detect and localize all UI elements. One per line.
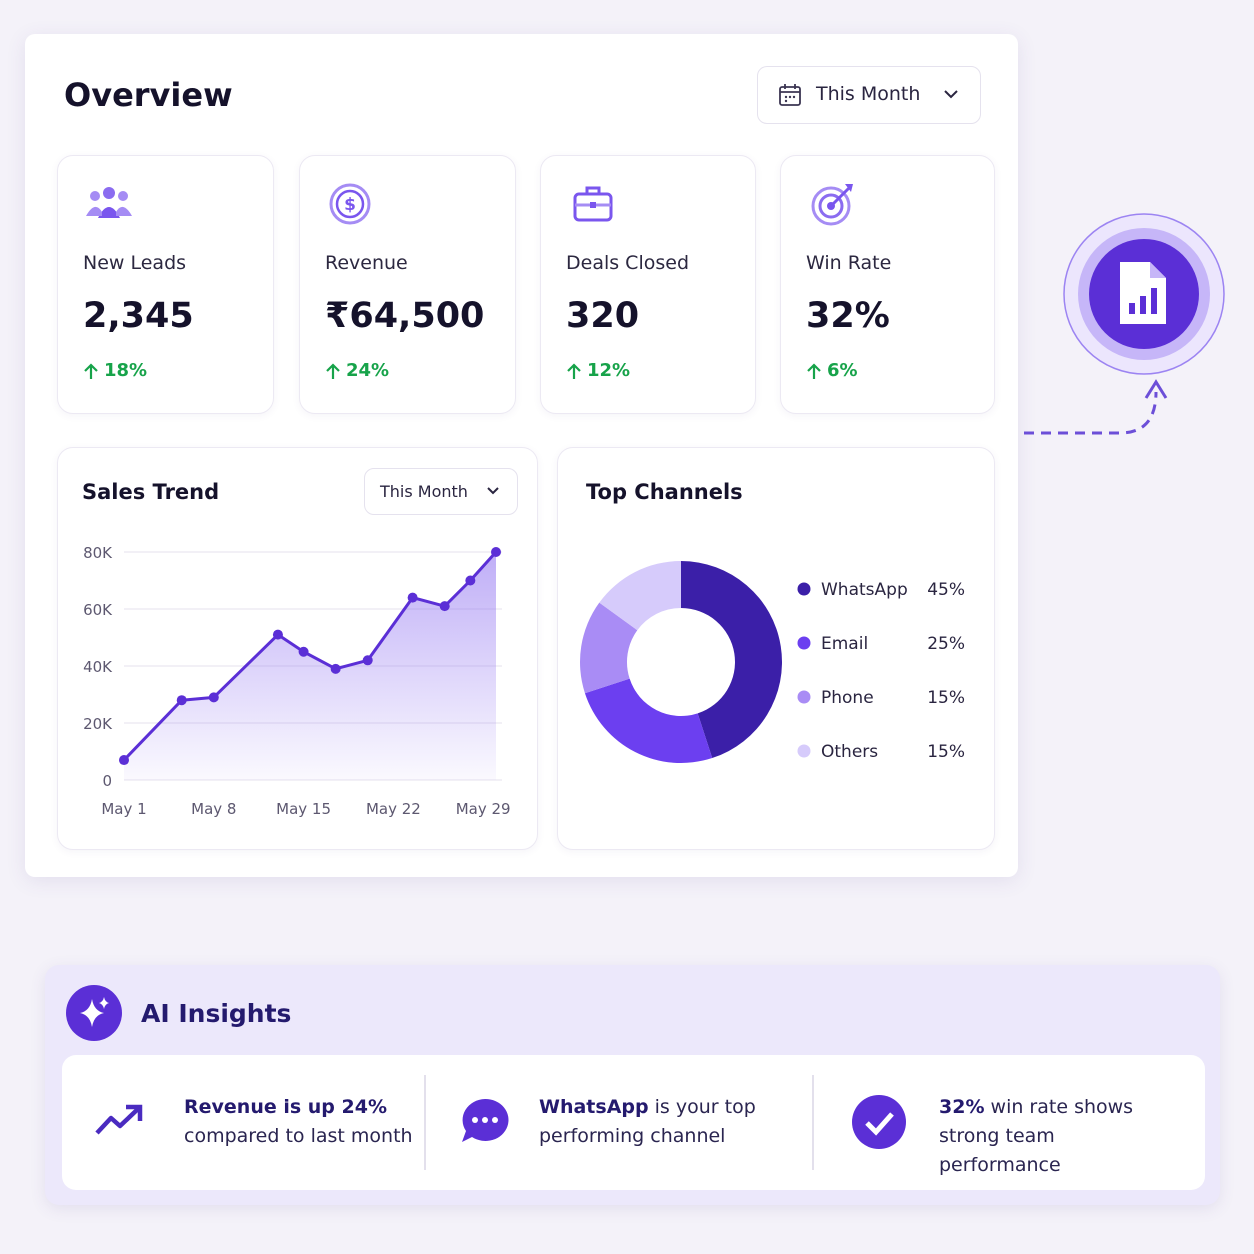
deals-icon bbox=[573, 186, 613, 222]
revenue-icon: $ bbox=[329, 183, 371, 225]
report-icon-bar bbox=[1140, 296, 1146, 314]
report-halo bbox=[1063, 213, 1225, 375]
chart-title: Sales Trend bbox=[82, 480, 220, 504]
up-arrow bbox=[84, 363, 98, 379]
insight: 32% win rate shows strong team performan… bbox=[939, 1093, 1171, 1180]
divider bbox=[424, 1075, 426, 1170]
kpi-value: 320 bbox=[566, 296, 640, 336]
insights-icon bbox=[66, 985, 122, 1041]
channels-card: Top Channels bbox=[557, 447, 995, 850]
kpi-change: 24% bbox=[346, 360, 390, 381]
connector-head bbox=[1144, 379, 1168, 399]
up-arrow bbox=[807, 363, 821, 379]
trend-icon bbox=[95, 1104, 143, 1135]
insight-bold: WhatsApp bbox=[539, 1096, 649, 1118]
range-dropdown[interactable]: This Month bbox=[757, 66, 981, 124]
chat-icon bbox=[462, 1098, 509, 1142]
kpi-change: 6% bbox=[827, 360, 858, 381]
kpi-value: 2,345 bbox=[83, 296, 194, 336]
kpi-change: 12% bbox=[587, 360, 631, 381]
svg-text:$: $ bbox=[344, 195, 356, 215]
insight-text: is your top performing channel bbox=[539, 1096, 756, 1147]
chart-title: Top Channels bbox=[586, 480, 743, 504]
report-ring bbox=[1078, 228, 1210, 360]
up-arrow bbox=[326, 363, 340, 379]
kpi-label: New Leads bbox=[83, 252, 187, 274]
insight-bold: 32% bbox=[939, 1096, 985, 1118]
kpi-value: 32% bbox=[806, 296, 890, 336]
report-icon-bar bbox=[1129, 303, 1135, 314]
kpi-card: Win Rate 32% 6% bbox=[780, 155, 995, 414]
kpi-card: New Leads 2,345 18% bbox=[57, 155, 274, 414]
range-label: This Month bbox=[380, 482, 468, 501]
report-button[interactable] bbox=[1089, 239, 1199, 349]
insight-text: win rate shows strong team performance bbox=[939, 1096, 1134, 1176]
overview-title: Overview bbox=[64, 76, 233, 114]
chevron bbox=[487, 487, 499, 495]
insight-bold: Revenue is up 24% bbox=[184, 1096, 387, 1118]
range-dropdown[interactable]: This Month bbox=[364, 468, 518, 515]
insight: WhatsApp is your top performing channel bbox=[539, 1093, 771, 1151]
kpi-change: 18% bbox=[104, 360, 148, 381]
insight-text: compared to last month bbox=[184, 1125, 413, 1147]
insights-body bbox=[62, 1055, 1205, 1190]
leads-icon bbox=[86, 187, 132, 218]
sales-card: Sales Trend This Month bbox=[57, 447, 538, 850]
kpi-card: Deals Closed 320 12% bbox=[540, 155, 756, 414]
insights-title: AI Insights bbox=[141, 999, 292, 1028]
kpi-value: ₹64,500 bbox=[325, 296, 485, 336]
connector bbox=[1024, 391, 1158, 435]
kpi-card: $ Revenue ₹64,500 24% bbox=[299, 155, 516, 414]
kpi-label: Deals Closed bbox=[566, 252, 689, 274]
up-arrow bbox=[567, 363, 581, 379]
report-icon bbox=[1120, 262, 1166, 324]
kpi-label: Revenue bbox=[325, 252, 408, 274]
target-icon bbox=[811, 184, 853, 226]
check-icon bbox=[852, 1095, 906, 1149]
report-icon-bar bbox=[1151, 288, 1157, 314]
chevron bbox=[944, 90, 958, 99]
kpi-label: Win Rate bbox=[806, 252, 892, 274]
report-icon-fold bbox=[1150, 262, 1166, 278]
calendar-icon bbox=[779, 84, 801, 106]
insight: Revenue is up 24% compared to last month bbox=[184, 1093, 416, 1151]
range-label: This Month bbox=[816, 83, 921, 105]
divider bbox=[812, 1075, 814, 1170]
